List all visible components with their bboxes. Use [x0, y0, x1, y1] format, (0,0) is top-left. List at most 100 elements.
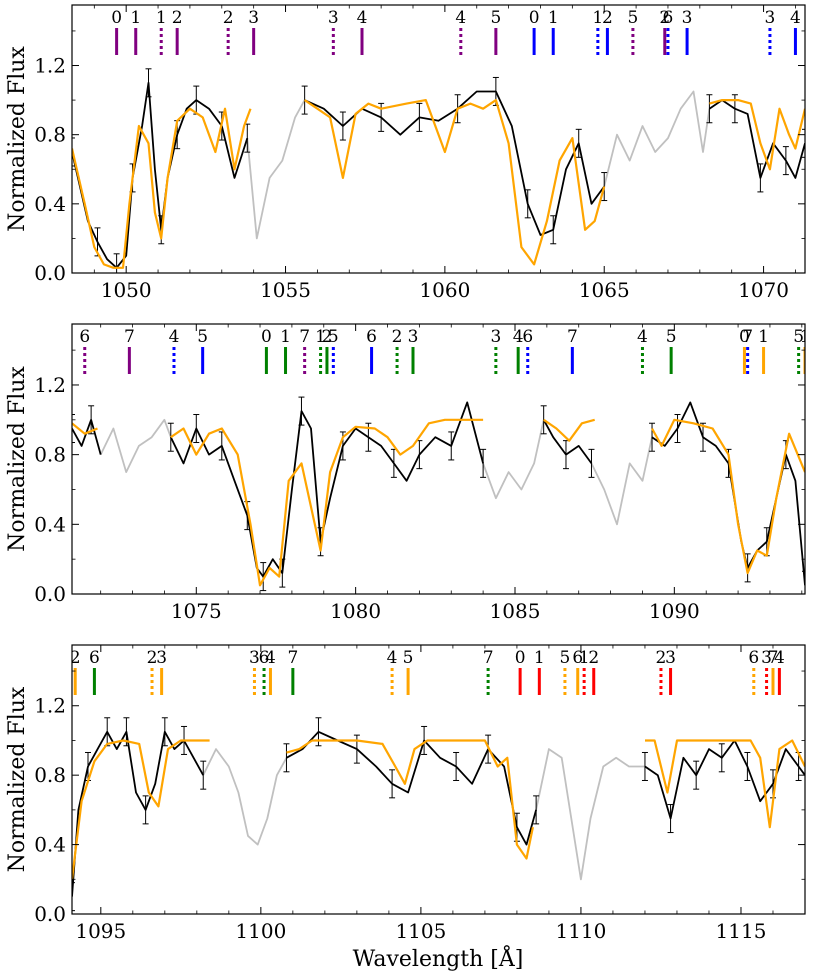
line-marker-label: 5 — [328, 327, 339, 347]
line-marker-label: 6 — [522, 327, 533, 347]
data-line-segment — [286, 730, 537, 846]
plot-frame — [71, 4, 806, 274]
y-tick-label: 0.4 — [34, 833, 66, 857]
x-tick-label: 1100 — [235, 919, 286, 943]
line-marker-label: 4 — [265, 648, 276, 668]
line-marker-label: 4 — [790, 8, 801, 28]
line-marker-label: 3 — [328, 8, 339, 28]
line-marker-label: 7 — [299, 327, 310, 347]
line-marker-label: 6 — [366, 327, 377, 347]
line-marker-label: 3 — [156, 648, 167, 668]
x-tick-label: 1115 — [716, 919, 767, 943]
masked-line-segment — [99, 418, 172, 474]
data-line-segment — [651, 401, 805, 586]
x-tick-label: 1065 — [579, 278, 630, 302]
fit-line-segment — [72, 739, 210, 880]
y-tick-label: 1.2 — [34, 373, 66, 397]
fit-line-segment — [543, 418, 595, 442]
line-marker-label: 1 — [156, 8, 167, 28]
masked-line-segment — [535, 748, 645, 881]
x-tick-label: 1050 — [101, 278, 152, 302]
line-marker-label: 5 — [627, 8, 638, 28]
line-marker-label: 7 — [742, 327, 753, 347]
line-marker-label: 7 — [768, 648, 779, 668]
fit-line-segment — [72, 107, 252, 269]
y-tick-label: 1.2 — [34, 54, 66, 78]
line-marker-label: 0 — [261, 327, 272, 347]
data-line-segment — [644, 739, 805, 820]
line-marker-label: 1 — [579, 648, 590, 668]
y-tick-label: 0.4 — [34, 192, 66, 216]
line-marker-label: 4 — [513, 327, 524, 347]
line-marker-label: 2 — [223, 8, 234, 28]
fit-line-segment — [286, 739, 534, 860]
line-marker-label: 2 — [70, 648, 81, 668]
x-tick-label: 1105 — [395, 919, 446, 943]
x-tick-label: 1110 — [555, 919, 606, 943]
line-marker-label: 6 — [259, 648, 270, 668]
line-marker-label: 7 — [567, 327, 578, 347]
y-axis-title: Normalized Flux — [5, 686, 30, 872]
line-marker-label: 3 — [490, 327, 501, 347]
line-marker-label: 5 — [197, 327, 208, 347]
line-marker-label: 6 — [89, 648, 100, 668]
line-marker-label: 1 — [130, 8, 141, 28]
line-marker-label: 0 — [515, 648, 526, 668]
line-marker-label: 2 — [322, 327, 333, 347]
line-marker-label: 7 — [124, 327, 135, 347]
y-tick-label: 0.8 — [34, 443, 66, 467]
masked-line-segment — [246, 99, 306, 240]
data-line-segment — [169, 401, 484, 578]
line-marker-label: 7 — [483, 648, 494, 668]
x-tick-label: 1060 — [419, 278, 470, 302]
line-marker-label: 4 — [387, 648, 398, 668]
data-line-segment — [542, 419, 593, 464]
line-marker-label: 3 — [682, 8, 693, 28]
line-marker-label: 5 — [560, 648, 571, 668]
line-marker-label: 1 — [800, 327, 811, 347]
x-tick-label: 1090 — [649, 599, 700, 623]
plot-frame — [71, 644, 806, 915]
data-line-segment — [72, 81, 249, 269]
line-marker-label: 2 — [392, 327, 403, 347]
fit-line-segment — [651, 418, 805, 575]
line-marker-label: 0 — [739, 327, 750, 347]
data-line-segment — [72, 730, 204, 897]
line-marker-label: 1 — [315, 327, 326, 347]
line-marker-label: 4 — [455, 8, 466, 28]
line-marker-label: 7 — [287, 648, 298, 668]
x-tick-label: 1075 — [171, 599, 222, 623]
masked-line-segment — [482, 419, 545, 500]
line-marker-label: 1 — [548, 8, 559, 28]
y-axis-title: Normalized Flux — [5, 46, 30, 232]
line-marker-label: 3 — [761, 648, 772, 668]
line-marker-label: 6 — [79, 327, 90, 347]
line-marker-label: 6 — [748, 648, 759, 668]
plot-frame — [71, 323, 806, 595]
fit-line-segment — [170, 418, 484, 587]
line-marker-label: 1 — [592, 8, 603, 28]
line-marker-label: 4 — [637, 327, 648, 347]
line-marker-label: 3 — [665, 648, 676, 668]
line-marker-label: 5 — [666, 327, 677, 347]
line-marker-label: 2 — [147, 648, 158, 668]
line-marker-label: 5 — [490, 8, 501, 28]
plot-area: 0 1 1 2 2 3 3 4 4 5 0 1 12 5 26 3 3 4 — [72, 8, 805, 273]
x-tick-label: 1095 — [75, 919, 126, 943]
masked-line-segment — [202, 748, 288, 846]
line-marker-label: 3 — [765, 8, 776, 28]
line-marker-label: 0 — [529, 8, 540, 28]
line-marker-label: 2 — [602, 8, 613, 28]
line-marker-label: 6 — [572, 648, 583, 668]
line-marker-label: 5 — [403, 648, 414, 668]
line-marker-label: 5 — [793, 327, 804, 347]
line-marker-label: 3 — [249, 648, 260, 668]
y-tick-label: 0.4 — [34, 512, 66, 536]
line-marker-label: 4 — [357, 8, 368, 28]
line-marker-label: 1 — [758, 327, 769, 347]
plot-area: 2 6 23 364 7 4 5 7 0 1 5 612 23 6 374 — [70, 648, 805, 912]
fit-line-segment — [72, 422, 98, 435]
